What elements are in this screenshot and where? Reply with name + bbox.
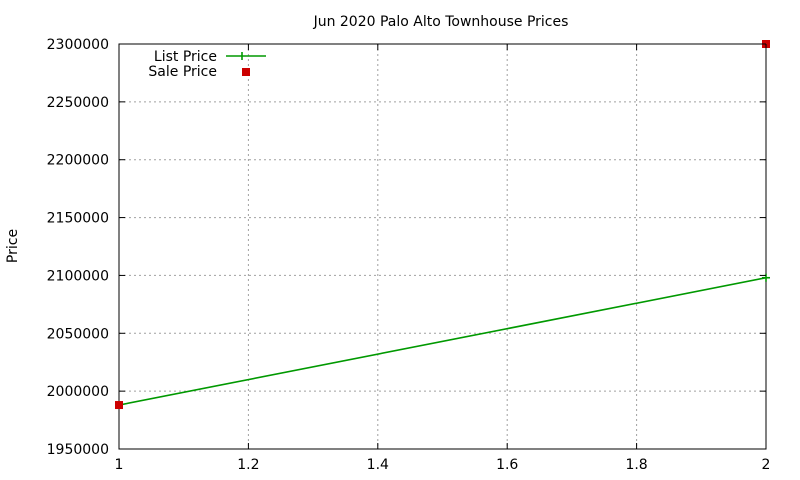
x-tick-label: 1.2 xyxy=(237,457,259,473)
y-tick-label: 2100000 xyxy=(47,268,109,284)
plot-area xyxy=(115,40,770,450)
x-tick-label: 1.6 xyxy=(496,457,518,473)
legend-marker-sale-price xyxy=(242,68,250,76)
y-tick-label: 1950000 xyxy=(47,442,109,458)
grid-lines xyxy=(119,44,766,449)
y-axis-label: Price xyxy=(5,229,21,263)
plot-frame xyxy=(118,43,767,450)
chart-title: Jun 2020 Palo Alto Townhouse Prices xyxy=(313,14,569,30)
x-tick-label: 1.4 xyxy=(367,457,389,473)
axis-ticks: 1 1.2 1.4 1.6 1.8 2 1950000 2000000 2050000 21000… xyxy=(47,37,771,473)
y-tick-label: 2000000 xyxy=(47,384,109,400)
x-tick-label: 2 xyxy=(762,457,771,473)
y-tick-label: 2250000 xyxy=(47,95,109,111)
legend-label-list-price: List Price xyxy=(154,49,217,65)
y-tick-label: 2150000 xyxy=(47,211,109,227)
x-tick-label: 1 xyxy=(115,457,124,473)
y-tick-label: 2300000 xyxy=(47,37,109,53)
x-tick-label: 1.8 xyxy=(625,457,647,473)
y-tick-label: 2050000 xyxy=(47,326,109,342)
series-line-list-price xyxy=(118,276,767,406)
sale-price-point xyxy=(115,401,123,410)
y-tick-label: 2200000 xyxy=(47,153,109,169)
legend-label-sale-price: Sale Price xyxy=(148,64,217,80)
